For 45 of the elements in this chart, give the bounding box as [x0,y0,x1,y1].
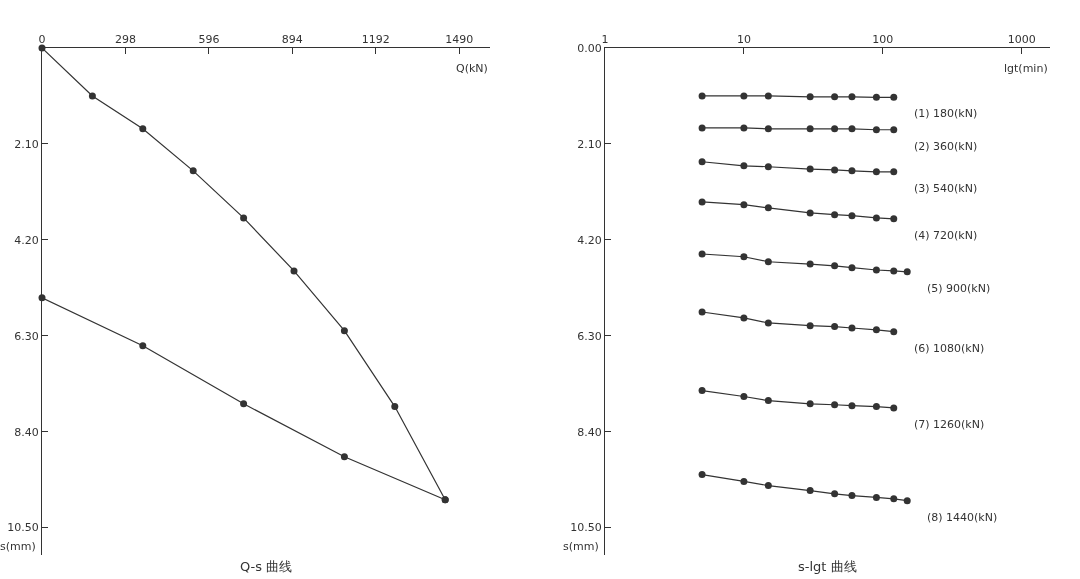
point [240,400,248,408]
x-tick-label: 894 [281,32,303,46]
y-tick-label: 10.50 [7,521,39,535]
y-tick-label: 6.30 [577,329,602,343]
y-tick-label: 2.10 [577,137,602,151]
point [391,403,399,411]
x-tick-label: 1192 [361,32,390,46]
series-label: (5) 900(kN) [927,282,991,295]
y-axis-title: s(mm) [0,540,36,553]
point [88,92,96,100]
x-tick-label: 1 [601,32,609,46]
point [340,453,348,461]
series-label: (2) 360(kN) [914,140,978,153]
y-tick-label: 2.10 [14,137,39,151]
series-label: (1) 180(kN) [914,107,978,120]
point [340,327,348,335]
point [240,214,248,222]
x-tick-label: 1490 [445,32,474,46]
y-tick-label: 10.50 [570,521,602,535]
x-tick-label: 1000 [1007,32,1036,46]
y-tick-label: 4.20 [14,233,39,247]
y-tick-label: 0.00 [577,41,602,55]
text: Q-s 曲线 [240,559,293,574]
series-label: (8) 1440(kN) [927,511,998,524]
x-tick-label: 100 [872,32,894,46]
y-tick-label: 4.20 [577,233,602,247]
point [139,125,147,133]
series-label: (4) 720(kN) [914,229,978,242]
point [189,167,197,175]
point [139,342,147,350]
y-axis-title: s(mm) [563,540,599,553]
y-tick-label: 8.40 [14,425,39,439]
series-label: (7) 1260(kN) [914,418,985,431]
y-tick-label: 6.30 [14,329,39,343]
text: s-lgt 曲线 [798,559,857,574]
point [290,267,298,275]
y-tick-label: 8.40 [577,425,602,439]
x-tick-label: 0 [38,32,46,46]
x-axis-title: Q(kN) [456,62,488,75]
series-label: (3) 540(kN) [914,182,978,195]
x-tick-label: 596 [198,32,220,46]
x-tick-label: 298 [114,32,136,46]
series-label: (6) 1080(kN) [914,342,985,355]
x-axis-title: lgt(min) [1004,62,1048,75]
x-tick-label: 10 [736,32,751,46]
